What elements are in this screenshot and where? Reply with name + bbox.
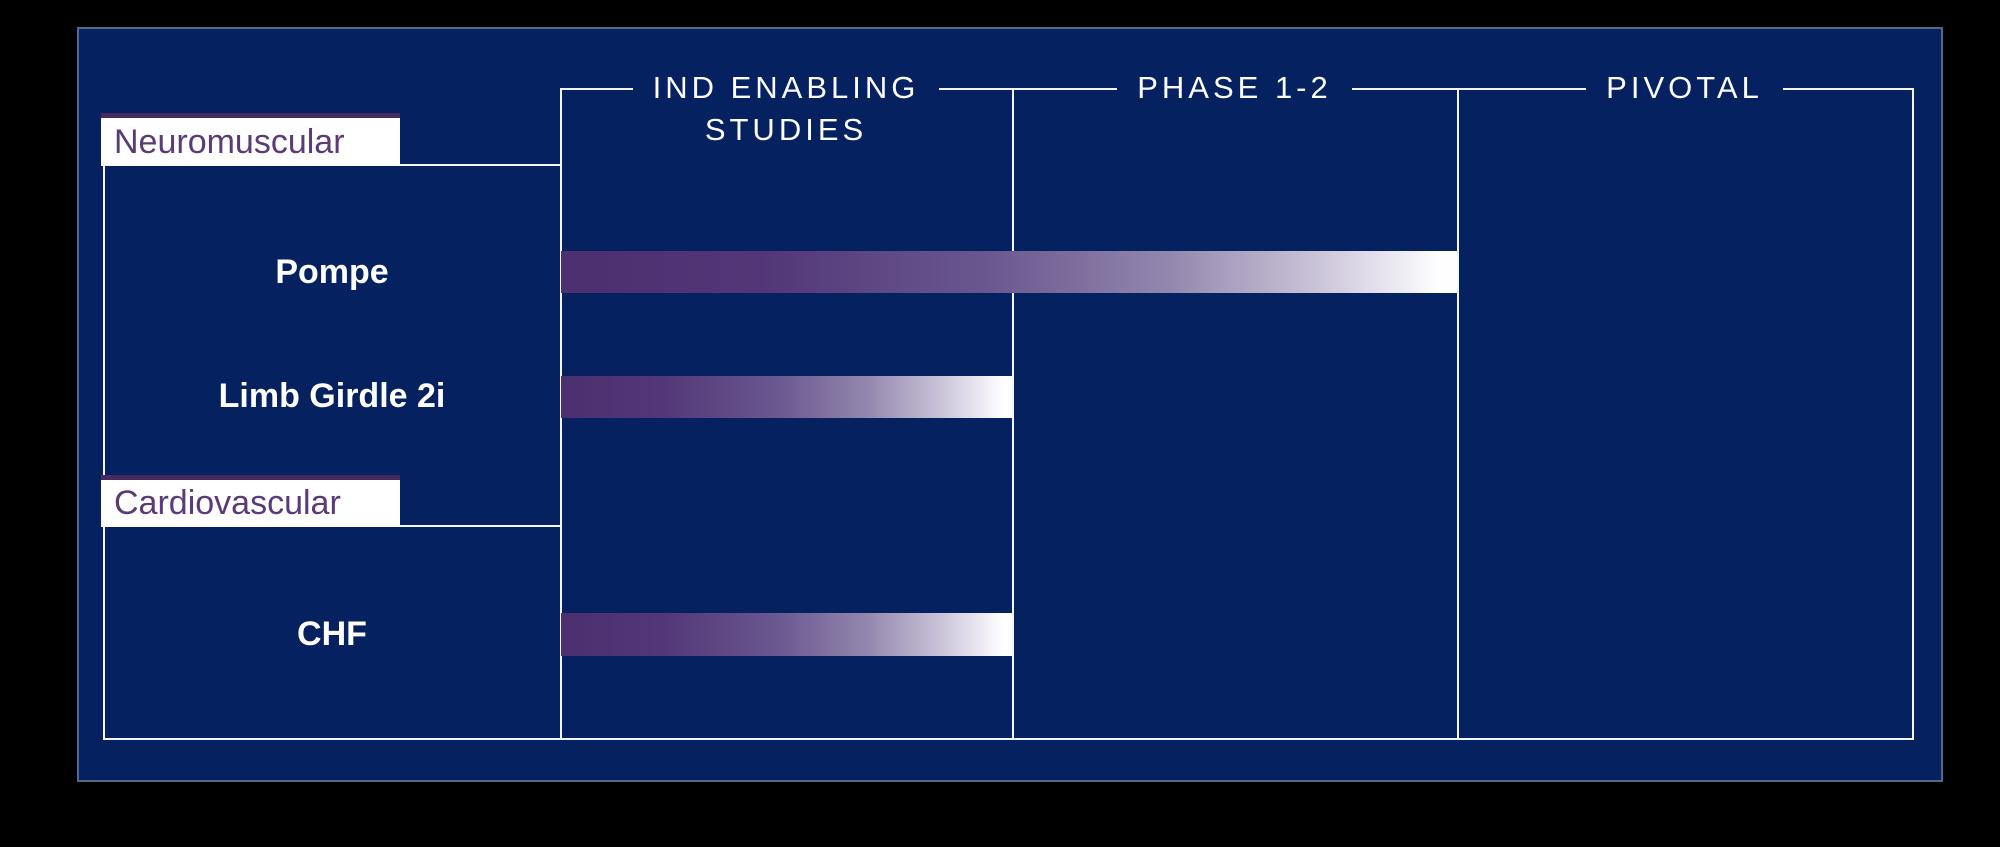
chart-bottom-border bbox=[103, 738, 1914, 740]
cardiovascular-connector-line bbox=[398, 525, 562, 527]
neuromuscular-connector-line bbox=[398, 164, 562, 166]
category-tab-cardiovascular-label: Cardiovascular bbox=[114, 484, 341, 522]
progress-bar-chf bbox=[561, 613, 1012, 656]
phase-header-ind-enabling: IND ENABLING STUDIES bbox=[560, 67, 1012, 151]
phase-header-pivotal: PIVOTAL bbox=[1457, 67, 1912, 109]
program-label-pompe: Pompe bbox=[275, 253, 389, 291]
phase-header-line: IND ENABLING bbox=[560, 67, 1012, 109]
progress-bar-limb-girdle-2i bbox=[561, 376, 1012, 418]
category-left-border bbox=[103, 114, 105, 740]
phase-header-line: PIVOTAL bbox=[1457, 67, 1912, 109]
phase-header-line: STUDIES bbox=[560, 109, 1012, 151]
column-divider-phase12-pivotal bbox=[1457, 88, 1459, 740]
category-tab-neuromuscular-label: Neuromuscular bbox=[114, 122, 345, 161]
program-label-chf: CHF bbox=[297, 615, 367, 653]
category-tab-neuromuscular: Neuromuscular bbox=[101, 113, 400, 166]
phase-header-ind-line1: IND ENABLING bbox=[632, 67, 940, 109]
phase-header-pivotal-label: PIVOTAL bbox=[1586, 67, 1783, 109]
progress-bar-pompe bbox=[561, 251, 1457, 293]
column-divider-ind-phase12 bbox=[1012, 88, 1014, 740]
program-label-limb-girdle-2i: Limb Girdle 2i bbox=[218, 377, 446, 415]
phase-header-phase12-label: PHASE 1-2 bbox=[1117, 67, 1352, 109]
phase-header-line: PHASE 1-2 bbox=[1012, 67, 1457, 109]
chart-right-border bbox=[1912, 88, 1914, 740]
phase-header-ind-line2: STUDIES bbox=[684, 109, 888, 151]
phase-header-phase12: PHASE 1-2 bbox=[1012, 67, 1457, 109]
category-tab-cardiovascular: Cardiovascular bbox=[101, 475, 400, 527]
